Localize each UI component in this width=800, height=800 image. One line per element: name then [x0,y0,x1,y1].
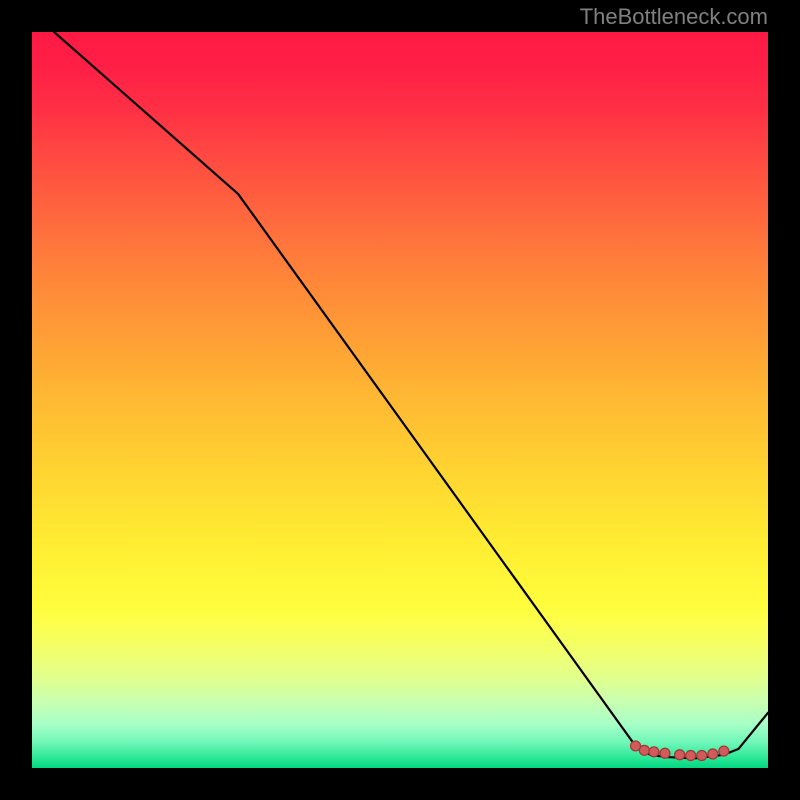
data-marker [686,750,696,760]
watermark-text: TheBottleneck.com [580,4,768,30]
data-marker [719,746,729,756]
data-marker [697,750,707,760]
data-marker [649,747,659,757]
figure-root: TheBottleneck.com [0,0,800,800]
chart-plot-area [32,32,768,768]
gradient-background [32,32,768,768]
data-marker [675,750,685,760]
data-marker [639,745,649,755]
data-marker [708,749,718,759]
data-marker [660,748,670,758]
